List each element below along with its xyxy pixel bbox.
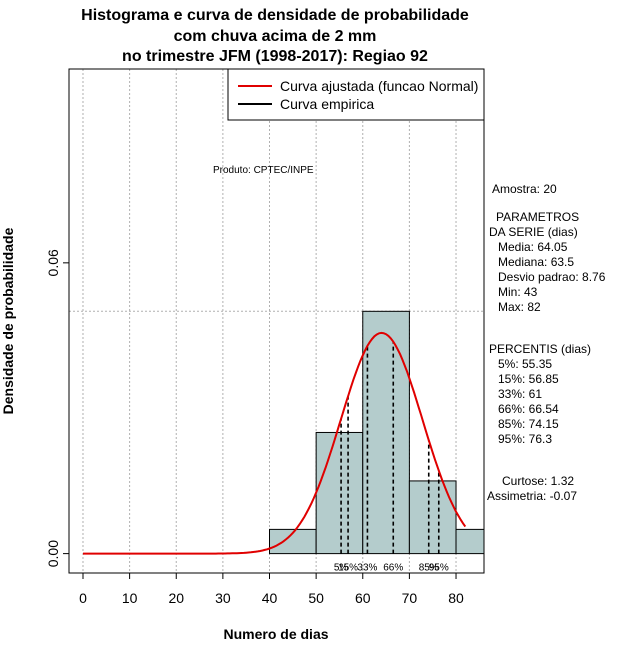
stat-p33: 33%: 61 [498,387,543,401]
histogram-bars [269,310,485,555]
histogram-bar [315,431,364,555]
stat-p66: 66%: 66.54 [498,402,559,416]
y-tick-label: 0.06 [45,249,61,276]
fitted-curve-group [83,331,467,555]
percentile-lines: 5%15% 33% 66% 85%95% [334,341,449,574]
legend-fitted-label: Curva ajustada (funcao Normal) [280,78,478,94]
legend: Curva ajustada (funcao Normal) Curva emp… [227,68,485,121]
sample-size: Amostra: 20 [492,182,557,196]
x-axis-label: Numero de dias [223,626,328,642]
x-tick-label: 10 [122,590,138,606]
stat-min: Min: 43 [498,285,538,299]
legend-box [227,68,485,121]
stat-sd: Desvio padrao: 8.76 [498,270,606,284]
stat-p85: 85%: 74.15 [498,417,559,431]
stat-p5: 5%: 55.35 [498,357,553,371]
percentile-label: 15% [338,563,358,574]
percentile-label: 5% [334,563,349,574]
stat-skewness: Assimetria: -0.07 [487,489,578,503]
x-tick-label: 0 [79,590,87,606]
stat-median: Mediana: 63.5 [498,255,575,269]
x-tick-label: 30 [215,590,231,606]
y-tick-label: 0.00 [45,540,61,567]
chart-title-line-1: Histograma e curva de densidade de proba… [81,7,469,24]
x-tick-label: 20 [168,590,184,606]
stat-kurtosis: Curtose: 1.32 [502,474,575,488]
legend-empirical-label: Curva empirica [280,96,374,112]
x-tick-label: 40 [262,590,278,606]
producer-note: Produto: CPTEC/INPE [213,165,314,176]
y-axis-label: Densidade de probabilidade [0,227,16,414]
histogram-bar [362,310,410,555]
y-axis: 0.00 0.06 [45,249,70,567]
percentiles-header: PERCENTIS (dias) [489,342,592,356]
percentile-label: 66% [383,563,403,574]
stat-p95: 95%: 76.3 [498,432,553,446]
chart-title-line-2: com chuva acima de 2 mm [173,28,377,45]
fitted-normal-curve [83,331,467,555]
stat-p15: 15%: 56.85 [498,372,559,386]
x-axis: 0 10 20 30 40 50 60 70 80 [79,572,464,606]
params-header-2: DA SERIE (dias) [489,225,578,239]
x-tick-label: 50 [308,590,324,606]
stat-max: Max: 82 [498,300,541,314]
percentile-label: 85% [419,563,439,574]
histogram-bar [455,528,485,555]
chart-title-line-3: no trimestre JFM (1998-2017): Regiao 92 [122,48,428,65]
percentile-label: 95% [429,563,449,574]
params-header-1: PARAMETROS [496,210,580,224]
x-tick-label: 80 [448,590,464,606]
percentile-label: 33% [357,563,377,574]
x-tick-label: 70 [402,590,418,606]
x-tick-label: 60 [355,590,371,606]
histogram-bar [408,480,457,555]
stat-mean: Media: 64.05 [498,240,568,254]
